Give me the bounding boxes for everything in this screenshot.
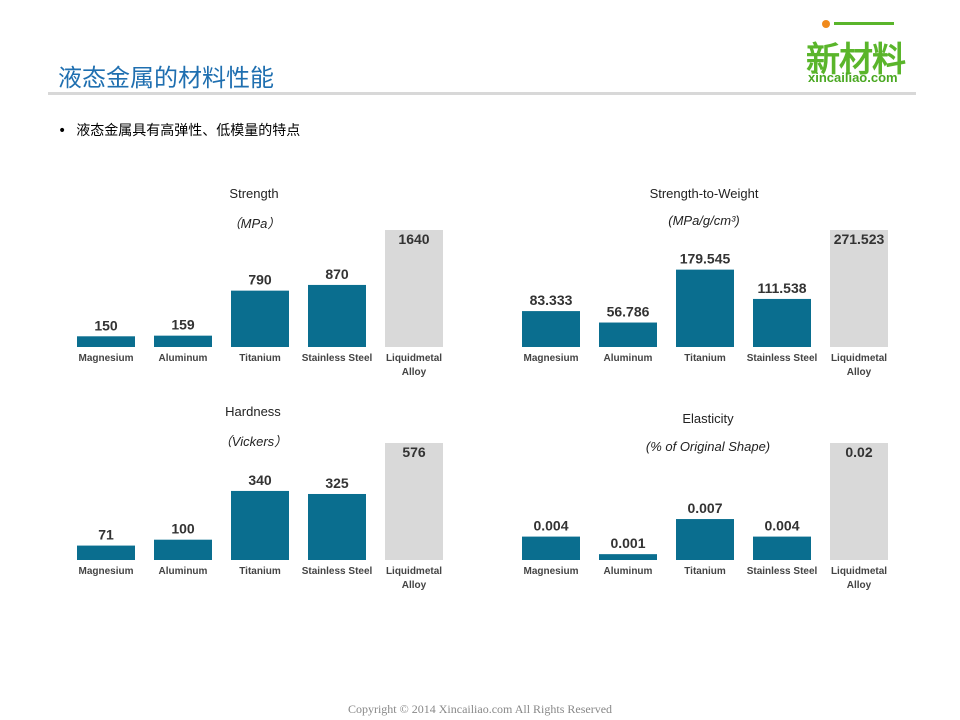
category-label: Aluminum xyxy=(159,566,208,577)
chart-unit-strength: （MPa） xyxy=(227,216,281,231)
bar-stainless-steel xyxy=(308,493,366,560)
logo: 新材料 xincailiao.com xyxy=(806,18,920,88)
category-label: Stainless Steel xyxy=(747,353,818,364)
bar-liquidmetal-alloy xyxy=(385,230,443,347)
category-label: Magnesium xyxy=(523,566,578,577)
data-label: 111.538 xyxy=(757,280,806,296)
bullet-text: 液态金属具有高弹性、低模量的特点 xyxy=(76,123,301,139)
data-label: 870 xyxy=(325,266,349,282)
chart-title-elasticity: Elasticity xyxy=(682,411,734,426)
data-label: 159 xyxy=(171,317,195,333)
data-label: 0.001 xyxy=(610,535,645,551)
bar-stainless-steel xyxy=(753,536,811,560)
data-label: 0.004 xyxy=(533,518,568,534)
chart-unit-strength-to-weight: (MPa/g/cm³) xyxy=(668,213,740,228)
bar-magnesium xyxy=(522,311,580,347)
bar-liquidmetal-alloy xyxy=(385,443,443,560)
chart-title-strength: Strength xyxy=(229,186,279,201)
bar-titanium xyxy=(231,290,289,347)
data-label: 0.004 xyxy=(764,518,799,534)
category-label: Titanium xyxy=(239,566,281,577)
bar-magnesium xyxy=(522,536,580,560)
data-label: 179.545 xyxy=(680,251,731,267)
bar-liquidmetal-alloy xyxy=(830,230,888,347)
page-title: 液态金属的材料性能 xyxy=(58,64,274,92)
data-label: 340 xyxy=(248,472,272,488)
data-label: 0.02 xyxy=(845,444,872,460)
title-divider xyxy=(48,92,916,95)
category-label: Alloy xyxy=(402,580,427,591)
category-label: Liquidmetal xyxy=(831,353,887,364)
bar-aluminum xyxy=(599,554,657,560)
bar-magnesium xyxy=(77,545,135,560)
data-label: 1640 xyxy=(398,231,429,247)
bar-liquidmetal-alloy xyxy=(830,443,888,560)
chart-elasticity: 0.004 Magnesium 0.001 Aluminum 0.007 Titanium… xyxy=(522,443,888,591)
bar-aluminum xyxy=(154,539,212,560)
category-label: Alloy xyxy=(402,367,427,378)
chart-unit-hardness: （Vickers） xyxy=(218,434,288,449)
data-label: 790 xyxy=(248,272,272,288)
bar-titanium xyxy=(676,269,734,347)
chart-hardness: 71 Magnesium 100 Aluminum 340 Titanium 325 Stai… xyxy=(77,443,443,591)
bar-stainless-steel xyxy=(753,298,811,347)
bullet-icon: • xyxy=(58,123,67,139)
category-label: Stainless Steel xyxy=(302,353,373,364)
bar-stainless-steel xyxy=(308,284,366,347)
bar-aluminum xyxy=(599,322,657,347)
category-label: Liquidmetal xyxy=(831,566,887,577)
category-label: Magnesium xyxy=(523,353,578,364)
data-label: 83.333 xyxy=(530,292,573,308)
category-label: Aluminum xyxy=(604,353,653,364)
category-label: Titanium xyxy=(684,353,726,364)
chart-title-strength-to-weight: Strength-to-Weight xyxy=(649,186,759,201)
bar-aluminum xyxy=(154,335,212,347)
data-label: 100 xyxy=(171,521,195,537)
category-label: Aluminum xyxy=(604,566,653,577)
bar-titanium xyxy=(676,519,734,560)
category-label: Titanium xyxy=(239,353,281,364)
logo-roof-icon xyxy=(834,22,894,35)
data-label: 71 xyxy=(98,527,114,543)
chart-title-hardness: Hardness xyxy=(225,404,281,419)
data-label: 325 xyxy=(325,475,349,491)
data-label: 576 xyxy=(402,444,426,460)
bullet-point: • 液态金属具有高弹性、低模量的特点 xyxy=(58,120,300,140)
logo-dot-icon xyxy=(822,20,830,28)
footer-copyright: Copyright © 2014 Xincailiao.com All Righ… xyxy=(347,702,613,716)
category-label: Liquidmetal xyxy=(386,566,442,577)
chart-strength-to-weight: 83.333 Magnesium 56.786 Aluminum 179.545 Tita… xyxy=(522,230,888,378)
category-label: Magnesium xyxy=(78,566,133,577)
data-label: 271.523 xyxy=(834,231,885,247)
category-label: Alloy xyxy=(847,367,872,378)
data-label: 56.786 xyxy=(607,304,650,320)
chart-unit-elasticity: (% of Original Shape) xyxy=(645,439,771,454)
data-label: 150 xyxy=(94,317,118,333)
bar-magnesium xyxy=(77,336,135,347)
chart-strength: 150 Magnesium 159 Aluminum 790 Titanium 870 Sta… xyxy=(77,230,443,378)
bar-titanium xyxy=(231,490,289,560)
category-label: Aluminum xyxy=(159,353,208,364)
data-label: 0.007 xyxy=(687,500,722,516)
category-label: Magnesium xyxy=(78,353,133,364)
category-label: Stainless Steel xyxy=(747,566,818,577)
category-label: Stainless Steel xyxy=(302,566,373,577)
category-label: Alloy xyxy=(847,580,872,591)
logo-sub-text: xincailiao.com xyxy=(808,70,898,85)
category-label: Liquidmetal xyxy=(386,353,442,364)
logo-main-text: 新材料 xyxy=(806,40,906,80)
category-label: Titanium xyxy=(684,566,726,577)
